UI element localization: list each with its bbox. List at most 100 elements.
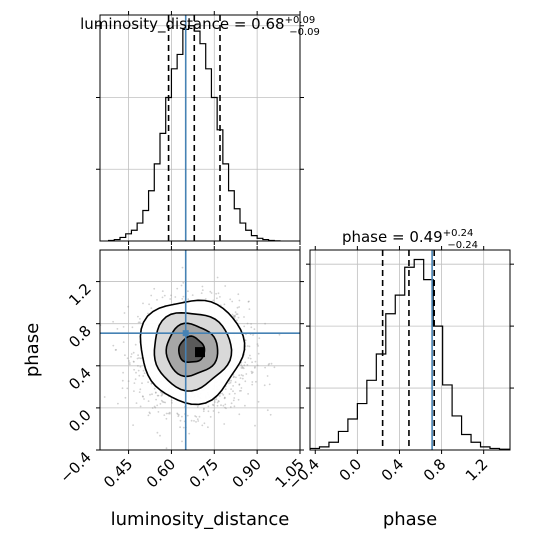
scatter-point (251, 372, 253, 375)
scatter-point (177, 415, 180, 418)
scatter-point (193, 420, 195, 422)
scatter-point (138, 391, 141, 393)
panel-2d (92, 249, 301, 451)
grid-ld (100, 15, 301, 242)
scatter-point (225, 407, 227, 410)
scatter-point (264, 322, 266, 325)
scatter-point (224, 388, 227, 390)
scatter-point (135, 371, 137, 374)
scatter-point (147, 312, 149, 315)
scatter-point (247, 357, 250, 359)
title-ld: luminosity_distance = 0.68+0.09 −0.09 (80, 15, 320, 38)
scatter-point (200, 292, 203, 294)
scatter-point (141, 382, 143, 385)
scatter-point (246, 364, 249, 366)
scatter-point (232, 390, 234, 393)
scatter-point (201, 289, 204, 291)
ytick-label-phase-3: 0.8 (65, 322, 95, 352)
scatter-point (212, 299, 215, 302)
scatter-point (246, 345, 249, 347)
scatter-point (252, 334, 254, 336)
scatter-point (224, 285, 227, 287)
scatter-point (165, 447, 168, 450)
scatter-point (153, 387, 156, 390)
scatter-point (115, 348, 117, 351)
scatter-point (128, 360, 130, 362)
scatter-point (131, 326, 134, 329)
scatter-point (147, 381, 150, 384)
scatter-point (219, 296, 221, 298)
scatter-point (165, 412, 168, 415)
scatter-point (194, 415, 197, 417)
scatter-point (127, 305, 130, 308)
scatter-point (223, 303, 226, 306)
scatter-point (169, 298, 172, 300)
scatter-point (159, 434, 161, 437)
scatter-point (233, 317, 236, 319)
contour-2d (100, 250, 300, 450)
scatter-point (116, 328, 119, 330)
scatter-point (202, 408, 205, 411)
scatter-point (151, 393, 153, 396)
scatter-point (133, 382, 136, 384)
hist-ph (310, 250, 510, 450)
scatter-point (149, 412, 151, 415)
scatter-point (188, 432, 191, 435)
scatter-point (216, 276, 219, 279)
scatter-point (243, 364, 246, 367)
scatter-point (250, 370, 253, 373)
xtick-label-ld-0: 0.45 (100, 455, 136, 491)
scatter-point (220, 404, 222, 407)
scatter-point (216, 401, 219, 404)
scatter-point (122, 326, 125, 328)
scatter-point (229, 298, 232, 301)
scatter-point (167, 412, 170, 415)
scatter-point (237, 293, 240, 296)
scatter-point (139, 405, 142, 408)
scatter-point (154, 406, 157, 409)
scatter-point (229, 381, 232, 384)
scatter-point (141, 395, 144, 398)
scatter-point (161, 296, 164, 299)
hist-ld (107, 15, 281, 241)
scatter-point (255, 380, 257, 383)
scatter-point (142, 375, 145, 377)
scatter-point (238, 413, 241, 416)
scatter-point (130, 355, 132, 358)
scatter-point (124, 396, 127, 399)
scatter-point (201, 285, 204, 288)
scatter-point (221, 392, 224, 395)
tick-labels: 0.45 0.60 0.75 0.90 1.05−0.4 0.0 0.4 0.8 1.2−0.4… (56, 11, 514, 494)
scatter-point (160, 392, 163, 394)
scatter-point (212, 410, 215, 412)
scatter-point (239, 377, 242, 379)
scatter-point (240, 387, 243, 389)
scatter-point (248, 308, 251, 310)
scatter-point (127, 380, 130, 383)
scatter-point (238, 374, 241, 377)
scatter-point (247, 300, 250, 303)
scatter-point (128, 362, 131, 364)
contour-line-0 (139, 299, 246, 406)
scatter-point (195, 421, 197, 423)
xtick-label-ph-4: 1.2 (462, 455, 492, 485)
scatter-point (103, 396, 106, 398)
scatter-point (165, 417, 168, 420)
scatter-point (253, 367, 256, 369)
scatter-point (238, 299, 241, 302)
scatter-point (238, 383, 241, 386)
scatter-point (258, 337, 261, 340)
scatter-point (92, 351, 94, 353)
scatter-point (176, 287, 179, 290)
scatter-point (236, 313, 239, 315)
scatter-point (137, 354, 140, 357)
panel-luminosity-distance-hist: luminosity_distance = 0.68+0.09 −0.09 (80, 14, 320, 242)
scatter-point (112, 344, 115, 347)
scatter-point (244, 361, 247, 364)
scatter-point (218, 400, 220, 403)
truth-2d-marker (182, 330, 189, 337)
scatter-point (223, 423, 226, 425)
scatter-point (198, 415, 201, 418)
scatter-point (248, 300, 250, 303)
